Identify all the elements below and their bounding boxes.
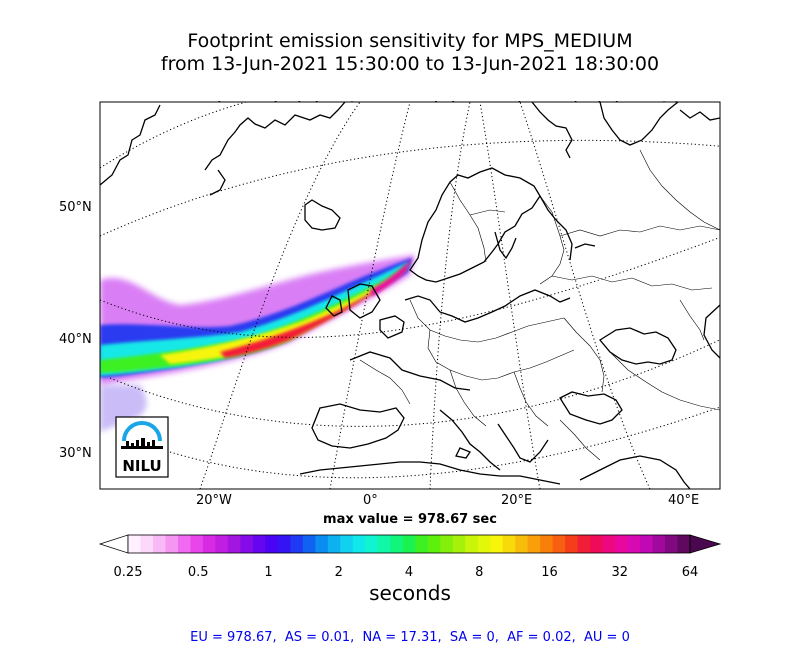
map-frame xyxy=(99,101,721,490)
colorbar-swatch xyxy=(252,535,266,553)
colorbar-swatch xyxy=(427,535,441,553)
colorbar-swatch xyxy=(677,535,691,553)
map-background xyxy=(100,102,720,489)
colorbar-swatch xyxy=(315,535,329,553)
colorbar-swatch xyxy=(128,535,141,553)
colorbar-swatch xyxy=(602,535,616,553)
colorbar-swatch xyxy=(202,535,216,553)
colorbar-swatch xyxy=(290,535,304,553)
colorbar-swatch xyxy=(527,535,541,553)
colorbar-swatch xyxy=(590,535,604,553)
colorbar-tick-label: 16 xyxy=(541,565,558,580)
colorbar-swatch xyxy=(652,535,666,553)
lon-label-40e: 40°E xyxy=(668,493,700,508)
colorbar-swatch xyxy=(365,535,379,553)
colorbar-swatch xyxy=(452,535,466,553)
colorbar-swatch xyxy=(627,535,641,553)
colorbar-swatch xyxy=(340,535,354,553)
colorbar-tick-label: 0.25 xyxy=(113,565,143,580)
colorbar-swatch xyxy=(402,535,416,553)
colorbar-swatch xyxy=(327,535,341,553)
colorbar-swatch xyxy=(352,535,366,553)
lat-label-50n: 50°N xyxy=(59,200,92,215)
nilu-logo: NILU xyxy=(115,416,169,478)
lon-label-20w: 20°W xyxy=(196,493,232,508)
lon-label-0: 0° xyxy=(363,493,378,508)
colorbar-swatch xyxy=(227,535,241,553)
colorbar-swatch xyxy=(165,535,179,553)
colorbar-swatch xyxy=(490,535,504,553)
logo-text: NILU xyxy=(122,457,161,475)
colorbar-swatch xyxy=(215,535,229,553)
colorbar-tick-label: 4 xyxy=(404,565,414,580)
lat-label-40n: 40°N xyxy=(59,332,92,347)
colorbar-tick-label: 8 xyxy=(475,565,484,580)
colorbar-swatch xyxy=(415,535,429,553)
plot-title-line2: from 13-Jun-2021 15:30:00 to 13-Jun-2021… xyxy=(160,53,660,75)
colorbar-swatch xyxy=(565,535,579,553)
lon-label-20e: 20°E xyxy=(501,493,533,508)
colorbar-swatch xyxy=(440,535,454,553)
colorbar-swatch xyxy=(240,535,254,553)
country-borders xyxy=(359,149,720,461)
colorbar-swatch xyxy=(515,535,529,553)
colorbar-swatch xyxy=(552,535,566,553)
colorbar-swatch xyxy=(302,535,316,553)
colorbar-swatch xyxy=(577,535,591,553)
colorbar-swatch xyxy=(140,535,154,553)
colorbar-swatch xyxy=(477,535,491,553)
colorbar-units-label: seconds xyxy=(369,581,451,605)
colorbar-frame xyxy=(127,534,691,554)
colorbar-swatch xyxy=(502,535,516,553)
max-value-label: max value = 978.67 sec xyxy=(323,512,497,527)
colorbar-tick-label: 0.5 xyxy=(187,565,209,580)
colorbar-extend-max xyxy=(689,534,722,554)
colorbar-tick-label: 32 xyxy=(611,565,629,580)
region-summary: EU = 978.67, AS = 0.01, NA = 17.31, SA =… xyxy=(190,630,630,645)
colorbar-swatch xyxy=(615,535,629,553)
colorbar-swatch xyxy=(377,535,391,553)
colorbar xyxy=(98,534,722,554)
lat-label-30n: 30°N xyxy=(59,446,92,461)
colorbar-swatch xyxy=(665,535,679,553)
colorbar-tick-label: 1 xyxy=(264,565,273,580)
colorbar-swatch xyxy=(277,535,291,553)
colorbar-swatch xyxy=(390,535,404,553)
plot-title-line1: Footprint emission sensitivity for MPS_M… xyxy=(187,30,633,52)
colorbar-extend-min xyxy=(98,534,129,554)
colorbar-swatch xyxy=(465,535,479,553)
colorbar-swatch xyxy=(640,535,654,553)
colorbar-tick-label: 64 xyxy=(681,565,699,580)
graticule xyxy=(100,102,720,489)
colorbar-swatch xyxy=(540,535,554,553)
colorbar-swatch xyxy=(177,535,191,553)
colorbar-tick-label: 2 xyxy=(334,565,343,580)
colorbar-swatch xyxy=(190,535,204,553)
colorbar-swatch xyxy=(265,535,279,553)
colorbar-swatch xyxy=(152,535,166,553)
